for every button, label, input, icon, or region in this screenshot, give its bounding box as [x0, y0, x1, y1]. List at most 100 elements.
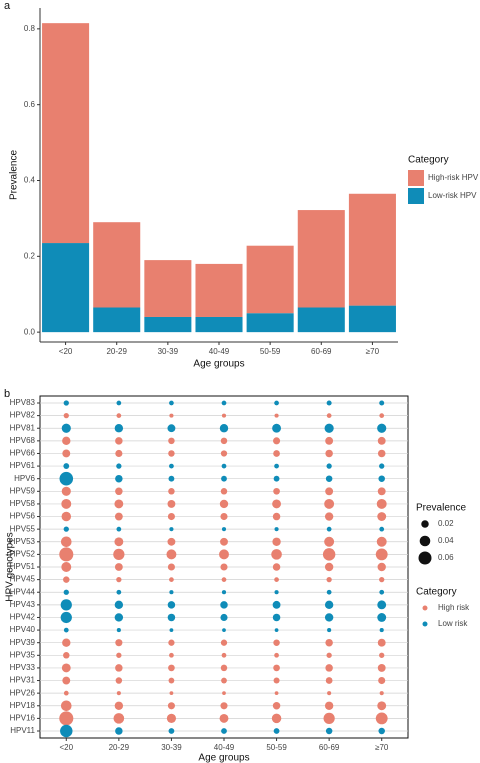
y-tick-label: 0.8: [24, 24, 36, 33]
dot: [377, 562, 386, 572]
dot: [167, 499, 176, 508]
dot: [220, 563, 228, 571]
size-legend-label: 0.06: [438, 553, 454, 562]
panel-label: b: [4, 388, 10, 400]
dot: [378, 475, 385, 482]
dot: [325, 475, 333, 482]
dot: [220, 639, 228, 646]
dot: [274, 590, 279, 595]
y-tick-label: HPV81: [10, 423, 36, 432]
dot: [376, 498, 387, 509]
dot: [59, 547, 74, 562]
dot: [167, 613, 176, 622]
dot: [113, 713, 125, 724]
x-tick-label: 40-49: [209, 347, 230, 356]
dot: [221, 652, 227, 658]
y-tick-label: HPV52: [10, 549, 36, 558]
dot: [324, 423, 334, 433]
dot: [379, 576, 385, 583]
dot: [115, 727, 123, 735]
dot: [379, 526, 385, 532]
dot: [116, 526, 122, 532]
dot: [115, 487, 123, 496]
dot: [113, 548, 125, 561]
legend-label: High risk: [438, 603, 470, 612]
dot: [167, 702, 175, 710]
y-tick-label: HPV82: [10, 411, 36, 420]
bar-segment: [195, 263, 243, 317]
dot: [62, 436, 71, 446]
dot: [325, 487, 334, 496]
y-tick-label: 0.4: [24, 176, 36, 185]
dot: [62, 638, 71, 647]
dot: [169, 413, 174, 418]
dot: [271, 549, 282, 560]
dot: [326, 576, 332, 583]
dot: [377, 663, 386, 672]
dot: [221, 677, 227, 684]
dot: [324, 536, 335, 547]
bar-segment: [144, 260, 192, 317]
y-axis-title: Prevalence: [9, 150, 20, 200]
y-tick-label: HPV11: [10, 726, 35, 735]
dot: [378, 676, 386, 685]
dot: [377, 436, 386, 445]
dot: [326, 589, 332, 595]
dot: [377, 487, 386, 496]
y-tick-label: HPV6: [14, 474, 35, 483]
x-tick-label: 60-69: [319, 743, 340, 752]
dot: [220, 488, 228, 495]
dot: [169, 691, 174, 696]
y-tick-label: 0.6: [24, 100, 36, 109]
dot: [116, 628, 121, 633]
y-tick-label: HPV56: [10, 512, 36, 521]
dot: [221, 577, 227, 582]
dot: [60, 724, 73, 738]
y-tick-label: HPV18: [10, 701, 36, 710]
dot: [167, 537, 176, 546]
bar-segment: [42, 23, 90, 244]
size-legend-label: 0.04: [438, 536, 454, 545]
bar-segment: [297, 210, 345, 308]
dot: [63, 412, 69, 419]
dot: [379, 652, 385, 658]
bar-segment: [195, 316, 243, 333]
dot: [114, 499, 124, 509]
bar-segment: [246, 313, 294, 333]
dot: [114, 701, 124, 710]
y-tick-label: HPV31: [10, 676, 36, 685]
dot: [274, 527, 279, 532]
dot: [273, 487, 280, 495]
dot: [61, 562, 72, 572]
dot: [115, 664, 123, 672]
dot: [61, 498, 72, 509]
dot: [325, 449, 333, 458]
x-axis-title: Age groups: [193, 359, 244, 370]
dot: [325, 727, 333, 735]
dot: [274, 577, 279, 582]
legend-label: High-risk HPV: [428, 173, 479, 182]
dot: [116, 691, 121, 696]
dot: [221, 463, 227, 469]
dot: [166, 713, 177, 723]
y-tick-label: HPV40: [10, 625, 36, 634]
dot: [116, 589, 122, 595]
x-tick-label: <20: [59, 743, 73, 752]
y-tick-label: HPV51: [10, 562, 36, 571]
dot: [168, 450, 175, 457]
legend-swatch: [408, 170, 424, 186]
dot: [326, 413, 332, 418]
dot: [221, 527, 227, 532]
y-tick-label: HPV42: [10, 613, 36, 622]
x-tick-label: 30-39: [158, 347, 179, 356]
dot: [376, 536, 387, 547]
y-tick-label: HPV55: [10, 524, 36, 533]
dot: [168, 664, 175, 672]
legend-title: Category: [416, 587, 457, 598]
x-tick-label: <20: [59, 347, 73, 356]
dot: [61, 511, 72, 522]
dot: [221, 728, 227, 734]
dot: [221, 413, 227, 418]
dot: [168, 488, 175, 495]
